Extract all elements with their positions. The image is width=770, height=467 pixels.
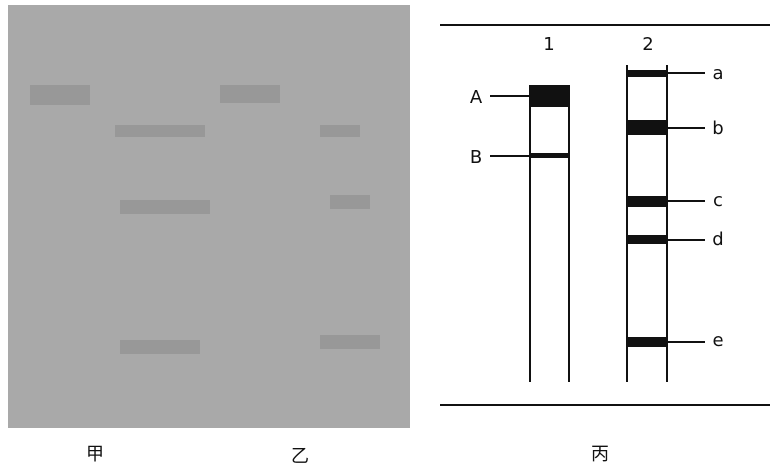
band-label: e bbox=[712, 330, 723, 351]
bands bbox=[627, 70, 667, 347]
band-label: B bbox=[470, 147, 482, 168]
gel-spots bbox=[30, 85, 380, 354]
band-label: c bbox=[713, 190, 723, 211]
band bbox=[530, 153, 569, 158]
leader-lines bbox=[667, 72, 705, 343]
panel-label: 丙 bbox=[591, 444, 609, 465]
panel-label: 乙 bbox=[291, 446, 309, 467]
tube-label: 2 bbox=[642, 34, 653, 55]
band bbox=[530, 85, 569, 107]
gel-photo bbox=[8, 5, 410, 428]
band-label: d bbox=[712, 229, 723, 250]
band-label: A bbox=[470, 87, 483, 108]
panel-label: 甲 bbox=[86, 444, 104, 465]
band-label: b bbox=[712, 118, 723, 139]
band-label: a bbox=[712, 63, 723, 84]
tube-label: 1 bbox=[543, 34, 554, 55]
